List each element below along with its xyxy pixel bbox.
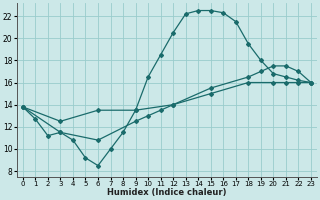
X-axis label: Humidex (Indice chaleur): Humidex (Indice chaleur) [107, 188, 227, 197]
